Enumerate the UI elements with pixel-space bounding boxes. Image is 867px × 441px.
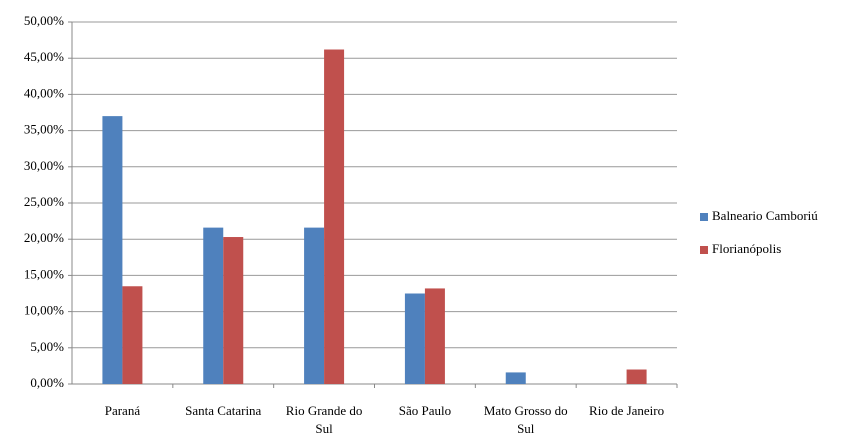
x-tick-label: Paraná — [104, 403, 141, 418]
y-tick-label: 0,00% — [30, 375, 64, 390]
bar — [424, 288, 445, 384]
y-tick-label: 30,00% — [24, 158, 64, 173]
y-tick-label: 45,00% — [24, 49, 64, 64]
legend-swatch — [700, 246, 708, 254]
x-tick-label: São Paulo — [398, 403, 452, 418]
legend-label: Balneario Camboriú — [712, 208, 818, 223]
y-tick-label: 35,00% — [24, 122, 64, 137]
bar — [404, 293, 425, 384]
bar — [203, 227, 224, 384]
y-tick-label: 25,00% — [24, 194, 64, 209]
x-tick-label: Santa Catarina — [185, 403, 262, 418]
x-tick-label: Mato Grosso do Sul — [483, 403, 568, 436]
bar — [223, 237, 244, 384]
x-tick-label: Rio Grande do Sul — [285, 403, 363, 436]
x-tick-label: Rio de Janeiro — [589, 403, 665, 418]
y-tick-label: 5,00% — [30, 339, 64, 354]
bar — [324, 49, 345, 385]
y-tick-label: 10,00% — [24, 303, 64, 318]
y-tick-label: 20,00% — [24, 230, 64, 245]
legend-label: Florianópolis — [712, 241, 781, 256]
bar — [505, 372, 526, 384]
y-tick-label: 50,00% — [24, 13, 64, 28]
bar — [122, 286, 143, 384]
y-tick-label: 40,00% — [24, 85, 64, 100]
bar — [102, 116, 123, 385]
bar — [304, 227, 325, 384]
legend-swatch — [700, 213, 708, 221]
bar — [626, 369, 647, 384]
y-tick-label: 15,00% — [24, 266, 64, 281]
